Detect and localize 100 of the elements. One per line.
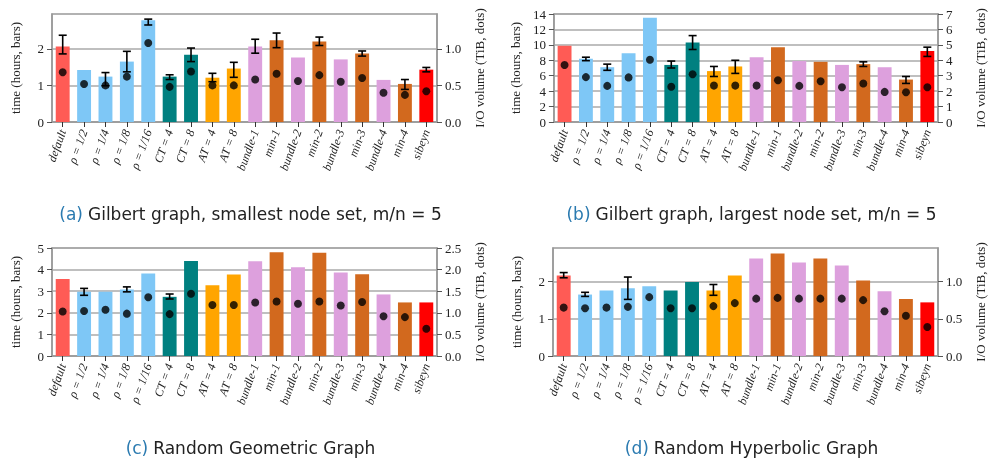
point — [229, 301, 238, 310]
bar — [55, 46, 70, 122]
point — [603, 81, 612, 90]
point — [187, 289, 196, 298]
point — [422, 87, 431, 96]
point — [208, 301, 217, 310]
bar — [770, 253, 785, 356]
y-tick-label: 14 — [532, 6, 547, 22]
y-tick-label: 4 — [539, 83, 547, 99]
bar — [376, 294, 391, 356]
point — [816, 77, 825, 86]
y-tick-label: 2 — [37, 305, 44, 321]
y-tick-label: 2 — [37, 41, 44, 57]
y-tick-label: 1 — [37, 77, 44, 93]
y-tick-label: 2 — [539, 99, 546, 115]
x-tick-label: min-4 — [388, 361, 412, 393]
y2-tick-label: 4 — [946, 52, 953, 68]
bar — [877, 67, 892, 122]
point — [667, 82, 676, 91]
point — [165, 310, 174, 319]
bar — [419, 69, 434, 122]
point — [794, 294, 803, 303]
point — [602, 303, 611, 312]
bar — [835, 64, 849, 122]
point — [422, 324, 431, 333]
bar — [77, 291, 92, 356]
y2-tick-label: 0.5 — [946, 311, 963, 327]
point — [80, 79, 89, 88]
bar — [813, 61, 828, 122]
point — [251, 75, 260, 84]
y-tick-label: 1 — [37, 326, 44, 342]
y-tick-label: 0 — [37, 114, 44, 130]
y2-tick-label: 1.0 — [445, 305, 462, 321]
y2-tick-label: 2 — [946, 83, 953, 99]
bar — [706, 290, 721, 356]
point — [187, 67, 196, 76]
point — [58, 68, 67, 77]
bar — [749, 258, 764, 356]
point — [795, 81, 804, 90]
bar — [856, 64, 871, 122]
y-tick-label: 12 — [532, 21, 546, 37]
bar — [664, 64, 679, 122]
point — [315, 297, 324, 306]
y-tick-label: 10 — [532, 37, 546, 53]
point — [293, 299, 302, 308]
y2-tick-label: 0.0 — [445, 114, 462, 130]
point — [645, 55, 654, 64]
bar — [248, 261, 263, 356]
point — [837, 294, 846, 303]
y2-axis-title: I/O volume (TiB, dots) — [973, 242, 988, 362]
point — [400, 90, 409, 99]
bar — [162, 76, 177, 122]
x-tick-label: min-4 — [889, 361, 913, 393]
x-tick-label: min-1 — [761, 361, 785, 393]
bar — [269, 40, 284, 122]
y2-tick-label: 2.5 — [445, 240, 462, 256]
bar — [620, 288, 635, 356]
point — [773, 76, 782, 85]
y2-tick-label: 0.5 — [445, 326, 462, 342]
x-tick-label: min-2 — [303, 127, 326, 159]
x-tick-label: min-4 — [388, 127, 412, 159]
bar — [663, 290, 678, 356]
bar — [119, 289, 134, 356]
bar — [312, 252, 327, 356]
x-tick-label: min-3 — [846, 361, 870, 393]
bar — [205, 285, 220, 356]
x-tick-label: sibeyn — [409, 361, 433, 396]
point — [293, 77, 302, 85]
bar — [205, 77, 220, 122]
y2-axis-title: I/O volume (TiB, dots) — [472, 8, 487, 128]
x-tick-label: default — [546, 126, 572, 164]
point — [379, 312, 388, 321]
point — [559, 303, 568, 312]
bar — [312, 41, 327, 122]
y-tick-label: 0 — [538, 348, 545, 364]
bar — [98, 291, 113, 356]
x-tick-label: min-4 — [889, 127, 913, 159]
point — [624, 73, 633, 82]
y2-tick-label: 0 — [946, 114, 953, 130]
x-tick-label: min-2 — [303, 361, 326, 393]
x-tick-label: min-2 — [804, 127, 828, 159]
point — [229, 81, 238, 90]
point — [358, 74, 367, 83]
point — [560, 61, 569, 70]
point — [272, 297, 281, 306]
bar — [291, 267, 305, 356]
y2-tick-label: 0.5 — [445, 77, 462, 93]
x-tick-label: sibeyn — [910, 127, 934, 162]
point — [400, 313, 409, 322]
point — [859, 296, 868, 305]
bar — [727, 275, 742, 356]
bar — [355, 53, 370, 122]
y-tick-label: 6 — [539, 68, 547, 84]
bar — [162, 296, 177, 356]
point — [731, 81, 740, 90]
y2-axis-title: I/O volume (TiB, dots) — [472, 242, 487, 362]
text: (d) Random Hyperbolic Graph — [624, 438, 879, 458]
bar — [556, 275, 571, 356]
bar — [599, 290, 614, 356]
point — [251, 298, 260, 307]
